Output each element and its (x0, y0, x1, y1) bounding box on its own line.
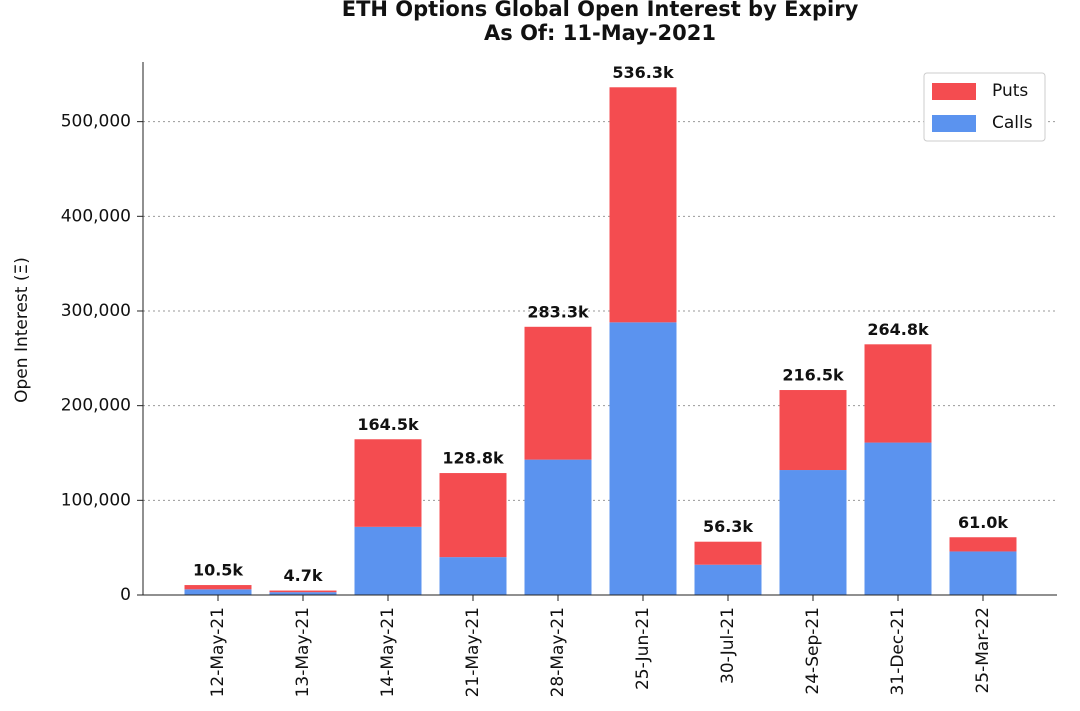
legend-swatch (932, 83, 976, 100)
bar-segment (864, 442, 932, 595)
total-label: 216.5k (782, 366, 844, 385)
bar-segment (524, 326, 592, 460)
x-tick-label: 14-May-21 (378, 607, 398, 697)
total-label: 128.8k (442, 449, 504, 468)
legend-label: Puts (992, 81, 1028, 101)
x-tick-label: 24-Sep-21 (803, 607, 823, 695)
y-tick-label: 200,000 (61, 396, 131, 416)
bar-segment (269, 590, 337, 593)
bar-segment (694, 541, 762, 565)
x-tick-label: 25-Jun-21 (633, 607, 653, 690)
bar-segment (609, 87, 677, 323)
bar-segment (439, 473, 507, 558)
x-tick-label: 30-Jul-21 (718, 607, 738, 684)
bar-segment (439, 557, 507, 595)
total-label: 56.3k (703, 517, 753, 536)
total-label: 61.0k (958, 513, 1008, 532)
chart-subtitle: As Of: 11-May-2021 (484, 21, 716, 45)
x-tick-label: 25-Mar-22 (973, 607, 993, 694)
bar-segment (949, 537, 1017, 552)
bar-segment (184, 589, 252, 595)
bar-segment (694, 564, 762, 595)
bar-segment (354, 439, 422, 527)
x-tick-label: 21-May-21 (463, 607, 483, 697)
total-label: 283.3k (527, 302, 589, 321)
bar-segment (949, 551, 1017, 595)
bar-segment (354, 526, 422, 595)
bar-segment (524, 459, 592, 595)
bar-segment (779, 390, 847, 471)
y-tick-label: 500,000 (61, 112, 131, 132)
y-tick-label: 0 (120, 585, 131, 605)
chart-title: ETH Options Global Open Interest by Expi… (342, 0, 859, 21)
legend-swatch (932, 115, 976, 132)
bar-segment (269, 592, 337, 595)
total-label: 536.3k (612, 63, 674, 82)
x-tick-label: 13-May-21 (293, 607, 313, 697)
x-tick-label: 12-May-21 (208, 607, 228, 697)
bar-segment (779, 470, 847, 595)
total-label: 4.7k (284, 566, 323, 585)
bar-segment (184, 585, 252, 590)
legend-label: Calls (992, 113, 1033, 133)
y-tick-label: 100,000 (61, 490, 131, 510)
total-label: 164.5k (357, 415, 419, 434)
x-tick-label: 28-May-21 (548, 607, 568, 697)
total-label: 10.5k (193, 561, 243, 580)
bar-segment (864, 344, 932, 443)
bar-segment (609, 322, 677, 595)
total-label: 264.8k (867, 320, 929, 339)
y-tick-label: 400,000 (61, 206, 131, 226)
x-tick-label: 31-Dec-21 (888, 607, 908, 695)
y-tick-label: 300,000 (61, 301, 131, 321)
y-axis-label: Open Interest (Ξ) (12, 257, 32, 403)
